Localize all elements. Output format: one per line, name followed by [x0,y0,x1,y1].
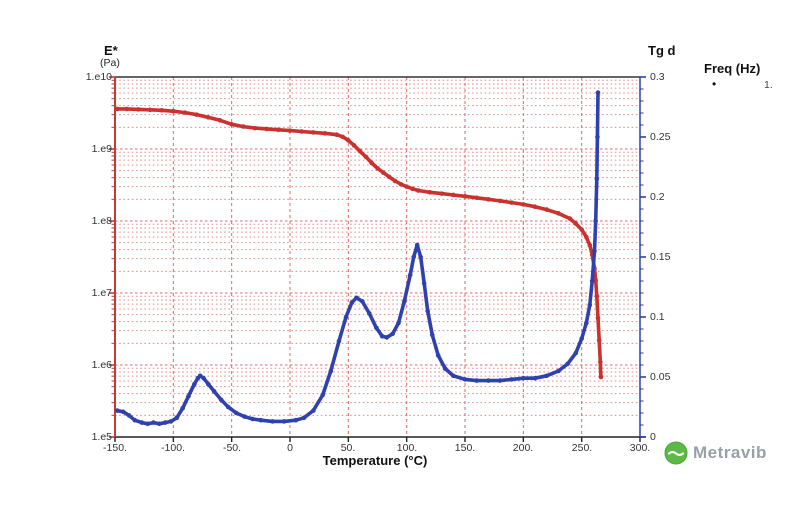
x-tick-label: 200. [512,442,534,454]
x-tick-label: 100. [396,442,418,454]
right-tick-label: 0.1 [650,311,665,323]
right-tick-label: 0.15 [650,251,671,263]
left-axis-title: E* [104,43,118,58]
right-tick-label: 0.25 [650,131,671,143]
x-tick-label: 0 [287,442,293,454]
metravib-logo: Metravib [664,441,767,465]
x-tick-label: -50. [222,442,242,454]
x-tick-label: 250. [571,442,593,454]
legend-marker-icon: • [712,77,717,91]
x-tick-label: -150. [103,442,127,454]
left-tick-label: 1.e5 [91,431,112,443]
right-axis-title: Tg d [648,43,676,58]
right-tick-label: 0.2 [650,191,665,203]
x-axis-title: Temperature (°C) [322,453,428,468]
metravib-logo-text: Metravib [693,443,767,462]
left-axis-units: (Pa) [100,57,120,69]
left-tick-label: 1.e10 [85,71,112,83]
left-tick-label: 1.e8 [91,215,112,227]
x-tick-label: -100. [161,442,185,454]
x-tick-label: 300. [629,442,651,454]
left-tick-label: 1.e7 [91,287,112,299]
x-tick-label: 150. [454,442,476,454]
left-tick-label: 1.e9 [91,143,112,155]
right-tick-label: 0.3 [650,71,665,83]
left-tick-label: 1.e6 [91,359,112,371]
right-tick-label: 0 [650,431,656,443]
right-tick-label: 0.05 [650,371,671,383]
legend-frequency-value: 1. [764,79,773,91]
x-tick-label: 50. [340,442,356,454]
metravib-logo-icon [664,441,688,465]
legend-title: Freq (Hz) [704,61,761,76]
